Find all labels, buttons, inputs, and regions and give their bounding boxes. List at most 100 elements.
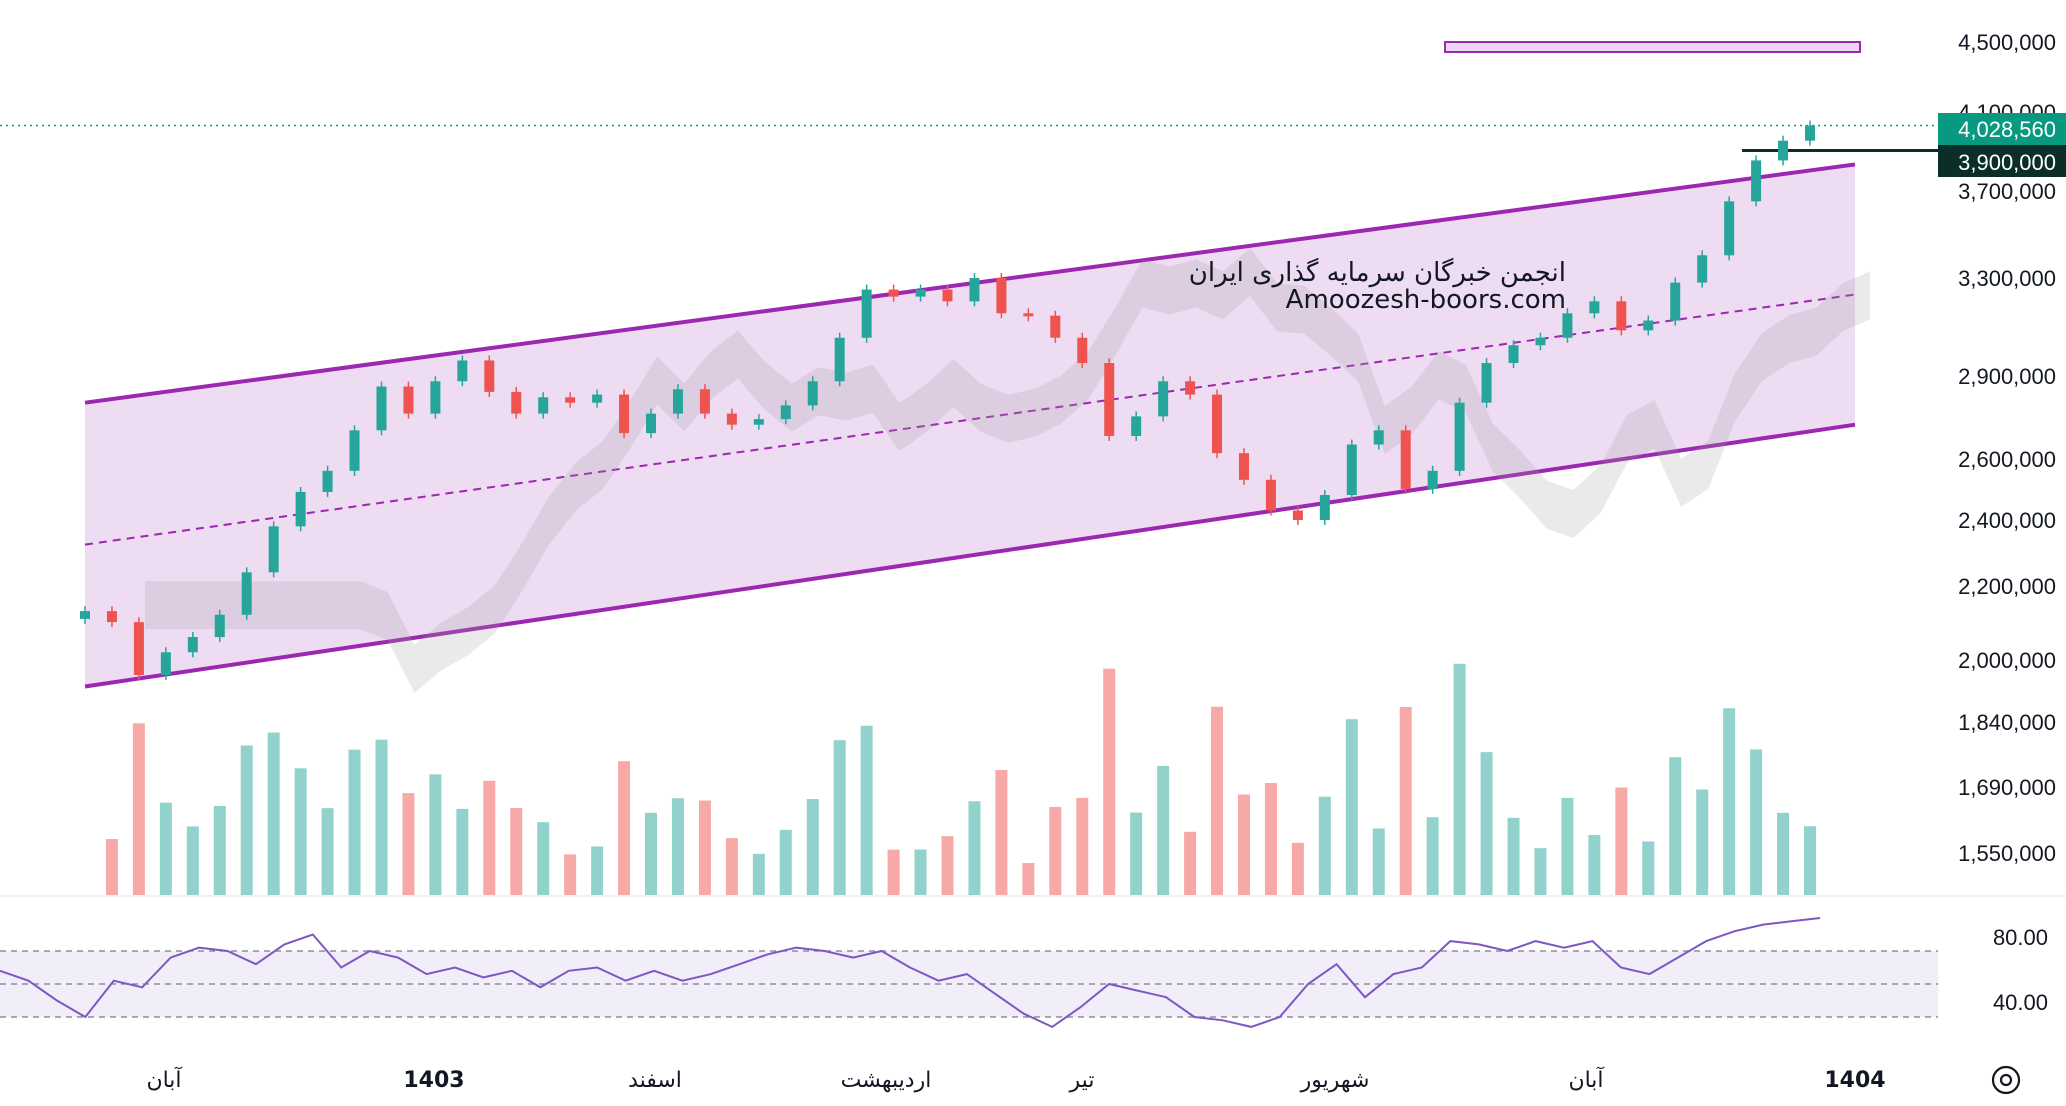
volume-bar	[941, 836, 954, 895]
candle-body	[160, 652, 171, 676]
candle-body	[1400, 430, 1411, 489]
price-axis: 4,500,0004,100,0003,700,0003,300,0002,90…	[1958, 30, 2056, 1015]
volume-bar	[1399, 707, 1412, 895]
candle-body	[699, 389, 710, 414]
candle-body	[1319, 495, 1330, 520]
candle-body	[565, 397, 576, 403]
volume-bar	[402, 793, 415, 895]
rsi-tick-label: 40.00	[1993, 990, 2048, 1015]
candle-body	[1751, 160, 1762, 202]
price-tick-label: 1,840,000	[1958, 710, 2056, 735]
volume-bar	[105, 839, 118, 895]
candle-body	[807, 381, 818, 406]
ichimoku-cloud	[145, 248, 1870, 694]
volume-bar	[510, 808, 523, 895]
volume-bar	[132, 723, 145, 895]
time-tick-label: تیر	[1069, 1068, 1095, 1093]
candle-body	[1454, 402, 1465, 471]
candle-body	[1212, 394, 1223, 454]
candle-body	[430, 381, 441, 414]
time-tick-label: 1404	[1824, 1068, 1885, 1093]
price-tick-label: 2,200,000	[1958, 574, 2056, 599]
volume-bar	[321, 808, 334, 895]
volume-bar	[1669, 757, 1682, 895]
volume-bar	[375, 739, 388, 895]
volume-bar	[671, 798, 684, 895]
candle-body	[1292, 510, 1303, 520]
candle-body	[780, 405, 791, 420]
volume-bar	[1750, 749, 1763, 895]
volume-bar	[1804, 826, 1816, 895]
volume-bar	[1696, 789, 1709, 895]
volume-bar	[968, 801, 981, 895]
candle-body	[1185, 381, 1196, 395]
candle-body	[1535, 337, 1546, 346]
rsi-pane	[0, 895, 2066, 1029]
volume-bar	[1615, 787, 1628, 895]
candle-body	[861, 289, 872, 338]
volume-bar	[267, 732, 280, 895]
candle-body	[106, 611, 117, 623]
volume-bar	[1534, 848, 1547, 895]
candle-body	[187, 637, 198, 653]
channel-fill	[85, 164, 1855, 687]
volume-bar	[1507, 817, 1520, 895]
volume-bar	[1777, 812, 1790, 895]
volume-bar	[240, 745, 253, 895]
candle-body	[241, 572, 252, 615]
candle-body	[1481, 363, 1492, 403]
candle-body	[376, 386, 387, 431]
volume-bar	[1561, 797, 1574, 895]
volume-bar	[1642, 841, 1655, 895]
volume-bar	[779, 829, 792, 895]
volume-bar	[159, 802, 172, 895]
candle-body	[457, 360, 468, 382]
volume-bar	[348, 749, 361, 895]
time-tick-label: آبان	[1568, 1066, 1604, 1093]
volume-bar	[1345, 719, 1358, 895]
price-tick-label: 2,000,000	[1958, 648, 2056, 673]
candle-body	[942, 289, 953, 302]
candle-body	[1508, 345, 1519, 364]
candle-body	[484, 360, 495, 392]
volume-bar	[1453, 663, 1466, 895]
volume-bar	[1022, 863, 1035, 895]
volume-bar	[1157, 766, 1170, 895]
volume-bar	[1588, 835, 1601, 895]
candle-body	[1158, 381, 1169, 417]
time-axis: آبان 1403 اسفند اردیبهشت تیر شهریور آبان 1404	[146, 1066, 1885, 1093]
candle-body	[1427, 470, 1438, 489]
volume-bar	[645, 812, 658, 895]
volume-bar	[1480, 752, 1493, 895]
candle-body	[834, 337, 845, 382]
candle-body	[1778, 140, 1789, 161]
candle-body	[511, 391, 522, 414]
channel-lower-line	[84, 422, 1856, 689]
time-tick-label: 1403	[403, 1068, 464, 1093]
cloud-band	[145, 248, 1870, 694]
candle-body	[133, 622, 144, 676]
candle-body	[295, 491, 306, 527]
candlesticks	[80, 120, 1815, 681]
candle-body	[1104, 363, 1115, 436]
volume-bar	[752, 853, 765, 895]
candle-body	[1050, 315, 1061, 338]
candle-body	[1265, 479, 1276, 511]
price-tick-label: 2,900,000	[1958, 364, 2056, 389]
settings-icon[interactable]	[1991, 1065, 2021, 1095]
candle-body	[1346, 444, 1357, 496]
candle-body	[322, 470, 333, 492]
candle-body	[1589, 301, 1600, 314]
time-tick-label: آبان	[146, 1066, 182, 1093]
volume-bar	[725, 838, 738, 895]
price-tick-label: 3,300,000	[1958, 266, 2056, 291]
candle-body	[403, 386, 414, 414]
volume-bars	[105, 663, 1816, 895]
candle-body	[969, 278, 980, 302]
watermark-line2: Amoozesh-boors.com	[1286, 285, 1566, 315]
price-tick-label: 3,700,000	[1958, 179, 2056, 204]
candle-body	[268, 526, 279, 573]
time-tick-label: شهریور	[1300, 1068, 1370, 1093]
volume-bar	[1318, 796, 1331, 895]
candle-body	[349, 430, 360, 471]
